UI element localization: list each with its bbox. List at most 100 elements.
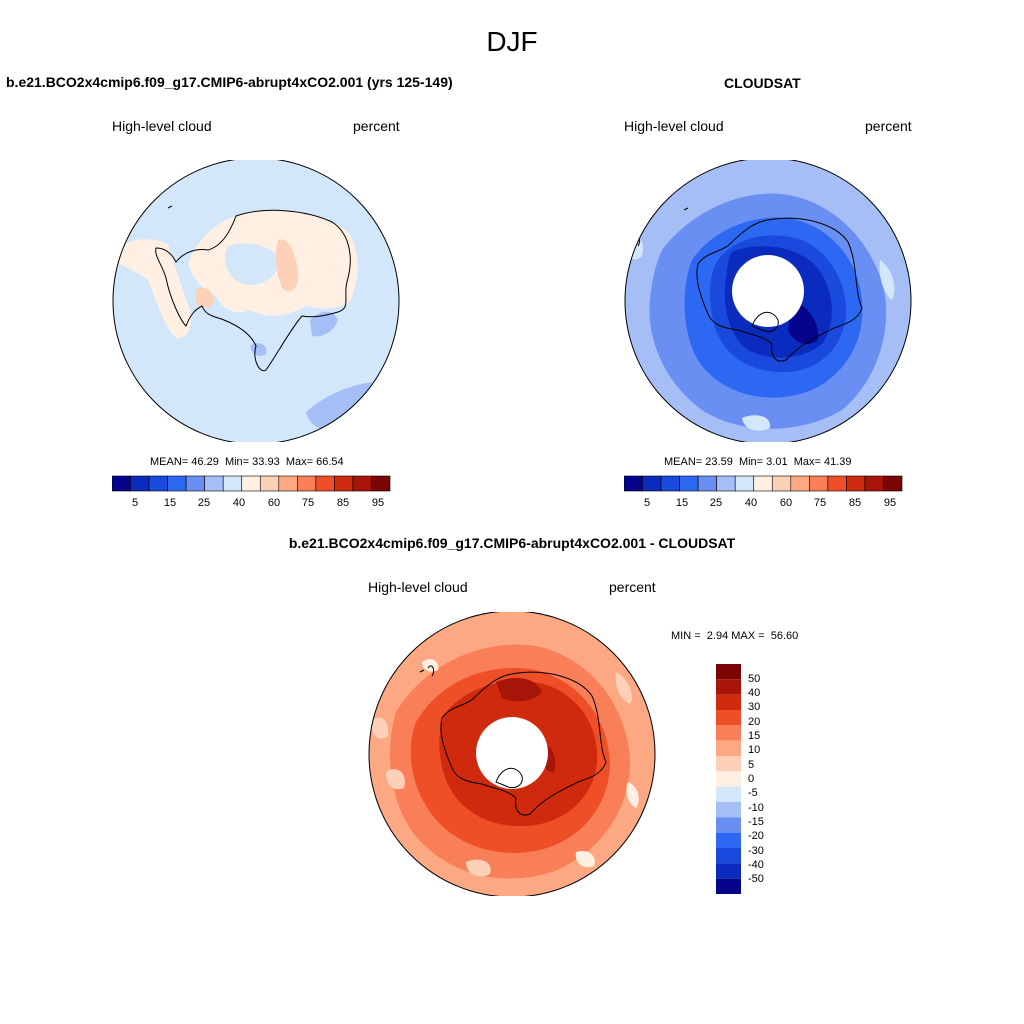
- diff-colorbar-box-5: [716, 740, 741, 756]
- model-units-label: percent: [353, 118, 400, 134]
- diff-colorbar-box-6: [716, 756, 741, 772]
- model-colorbar-box-5: [204, 475, 224, 492]
- model-stats-line: MEAN= 46.29 Min= 33.93 Max= 66.54: [150, 456, 344, 468]
- obs-tick-15: 15: [676, 497, 688, 509]
- model-tick-85: 85: [337, 497, 349, 509]
- diff-variable-label: High-level cloud: [368, 579, 468, 595]
- model-colorbar-box-4: [185, 475, 205, 492]
- diff-tick-neg30: -30: [748, 845, 764, 857]
- obs-colorbar-box-1: [642, 475, 662, 492]
- obs-colorbar-box-10: [809, 475, 829, 492]
- diff-tick-neg40: -40: [748, 859, 764, 871]
- diff-colorbar-box-14: [716, 878, 741, 894]
- model-colorbar-box-13: [352, 475, 372, 492]
- diff-tick-10: 10: [748, 744, 760, 756]
- model-tick-15: 15: [164, 497, 176, 509]
- model-colorbar-ticks: 5 15 25 40 60 75 85 95: [132, 497, 384, 509]
- diff-max-label: MAX =: [731, 630, 765, 642]
- diff-colorbar-box-8: [716, 786, 741, 802]
- model-mean-label: MEAN=: [150, 456, 189, 468]
- obs-units-label: percent: [865, 118, 912, 134]
- obs-colorbar-box-0: [624, 475, 643, 492]
- diff-tick-0: 0: [748, 773, 754, 785]
- diff-colorbar-box-9: [716, 802, 741, 818]
- model-max-label: Max=: [285, 456, 314, 468]
- obs-colorbar-box-3: [679, 475, 699, 492]
- obs-tick-40: 40: [745, 497, 757, 509]
- diff-tick-neg5: -5: [748, 787, 758, 799]
- diff-tick-neg50: -50: [748, 873, 764, 885]
- diff-tick-40: 40: [748, 687, 760, 699]
- model-colorbar-box-6: [222, 475, 243, 492]
- diff-tick-neg10: -10: [748, 802, 764, 814]
- model-colorbar-box-10: [297, 475, 317, 492]
- diff-colorbar-box-1: [716, 679, 741, 695]
- model-tick-60: 60: [268, 497, 280, 509]
- obs-panel-title: CLOUDSAT: [724, 75, 801, 91]
- obs-tick-95: 95: [884, 497, 896, 509]
- obs-colorbar-box-2: [660, 475, 680, 492]
- diff-tick-5: 5: [748, 759, 754, 771]
- obs-colorbar-box-11: [827, 475, 847, 492]
- obs-colorbar-box-6: [734, 475, 755, 492]
- obs-colorbar-box-8: [771, 475, 792, 492]
- obs-colorbar-box-7: [753, 475, 773, 492]
- obs-colorbar-box-9: [790, 475, 810, 492]
- diff-colorbar-box-10: [716, 817, 741, 833]
- obs-colorbar: 5 15 25 40 60 75 85 95: [624, 475, 903, 509]
- diff-colorbar: 50 40 30 20 15 10 5 0 -5 -10 -15 -20 -30…: [716, 664, 764, 894]
- obs-polar-map: [624, 160, 912, 442]
- diff-colorbar-box-2: [716, 694, 741, 710]
- diff-colorbar-box-7: [716, 771, 741, 787]
- diff-colorbar-box-12: [716, 848, 741, 864]
- obs-max-value: 41.39: [823, 456, 852, 468]
- model-colorbar-boxes: [112, 475, 391, 492]
- model-min-label: Min=: [224, 456, 250, 468]
- model-polar-map: [112, 160, 400, 442]
- diff-tick-30: 30: [748, 701, 760, 713]
- obs-min-value: 3.01: [766, 456, 788, 468]
- obs-tick-25: 25: [710, 497, 722, 509]
- diff-panel-title: b.e21.BCO2x4cmip6.f09_g17.CMIP6-abrupt4x…: [288, 535, 736, 551]
- obs-colorbar-ticks: 5 15 25 40 60 75 85 95: [644, 497, 896, 509]
- obs-min-label: Min=: [738, 456, 764, 468]
- model-colorbar: 5 15 25 40 60 75 85 95: [112, 475, 391, 509]
- diff-stats-line: MIN = 2.94 MAX = 56.60: [671, 630, 798, 642]
- model-colorbar-box-2: [148, 475, 168, 492]
- model-colorbar-box-0: [112, 475, 131, 492]
- obs-tick-75: 75: [814, 497, 826, 509]
- obs-colorbar-box-14: [883, 475, 903, 492]
- diff-polar-map: [368, 612, 656, 896]
- model-variable-label: High-level cloud: [112, 118, 212, 134]
- model-max-value: 66.54: [316, 456, 344, 468]
- diff-colorbar-box-3: [716, 710, 741, 726]
- diff-min-label: MIN =: [671, 630, 701, 642]
- diff-tick-15: 15: [748, 730, 760, 742]
- obs-variable-label: High-level cloud: [624, 118, 724, 134]
- obs-colorbar-box-12: [846, 475, 866, 492]
- obs-tick-5: 5: [644, 497, 650, 509]
- model-tick-40: 40: [233, 497, 245, 509]
- model-colorbar-box-14: [371, 475, 391, 492]
- model-colorbar-box-3: [167, 475, 187, 492]
- obs-colorbar-box-4: [697, 475, 717, 492]
- season-title: DJF: [486, 26, 538, 57]
- obs-tick-60: 60: [780, 497, 792, 509]
- model-tick-75: 75: [302, 497, 314, 509]
- obs-mean-value: 23.59: [705, 456, 733, 468]
- diff-tick-neg20: -20: [748, 830, 764, 842]
- model-colorbar-box-1: [130, 475, 150, 492]
- model-min-value: 33.93: [252, 456, 280, 468]
- diff-colorbar-ticks: 50 40 30 20 15 10 5 0 -5 -10 -15 -20 -30…: [748, 673, 764, 885]
- diff-colorbar-box-11: [716, 832, 741, 848]
- diff-min-value: 2.94: [706, 630, 729, 642]
- diff-units-label: percent: [609, 579, 656, 595]
- model-colorbar-box-9: [278, 475, 298, 492]
- model-tick-5: 5: [132, 497, 138, 509]
- diff-colorbar-box-13: [716, 863, 741, 879]
- obs-stats-line: MEAN= 23.59 Min= 3.01 Max= 41.39: [664, 456, 852, 468]
- diff-tick-20: 20: [748, 716, 760, 728]
- obs-max-label: Max=: [793, 456, 821, 468]
- obs-colorbar-box-13: [864, 475, 884, 492]
